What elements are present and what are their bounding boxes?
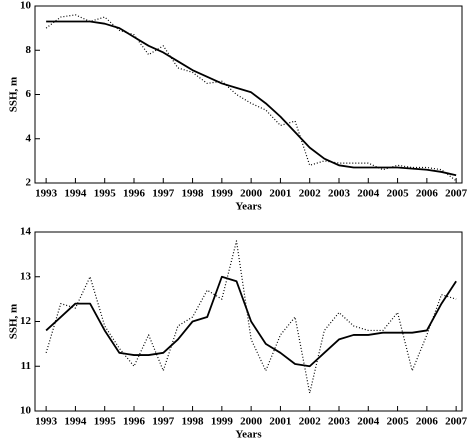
x-tick-label: 1993 [35, 416, 58, 428]
y-tick-label: 4 [26, 132, 32, 144]
x-tick-label: 1996 [123, 188, 146, 200]
x-tick-label: 1995 [94, 416, 117, 428]
x-tick-label: 1998 [182, 188, 205, 200]
series-line [45, 240, 457, 394]
plot-frame [34, 5, 463, 184]
y-axis-label: SSH, m [8, 304, 20, 339]
x-tick-label: 2005 [387, 188, 410, 200]
x-tick-label: 2002 [299, 416, 322, 428]
series-line [45, 14, 457, 182]
series-line [46, 20, 457, 177]
x-tick-label: 1995 [94, 188, 117, 200]
y-tick-label: 13 [20, 270, 32, 282]
x-tick-label: 2000 [240, 188, 263, 200]
x-tick-label: 2004 [357, 188, 380, 200]
y-tick-label: 14 [20, 226, 32, 238]
y-tick-label: 2 [26, 177, 32, 189]
x-tick-label: 1996 [123, 416, 146, 428]
x-axis-label: Years [235, 429, 262, 441]
x-tick-label: 1999 [211, 188, 234, 200]
y-tick-label: 10 [20, 405, 32, 417]
x-tick-label: 2003 [328, 188, 351, 200]
x-tick-label: 1997 [152, 188, 175, 200]
x-tick-label: 2003 [328, 416, 351, 428]
x-tick-label: 1998 [182, 416, 205, 428]
y-axis-label: SSH, m [8, 77, 20, 112]
y-tick-label: 10 [20, 0, 32, 12]
x-tick-label: 2007 [445, 188, 468, 200]
x-tick-label: 2001 [269, 188, 291, 200]
series-line [45, 275, 457, 368]
y-tick-label: 12 [20, 315, 32, 327]
x-tick-label: 1999 [211, 416, 234, 428]
x-tick-label: 1994 [64, 416, 87, 428]
y-tick-label: 11 [21, 360, 31, 372]
x-tick-label: 2005 [387, 416, 410, 428]
x-tick-label: 2002 [299, 188, 322, 200]
x-tick-label: 1993 [35, 188, 58, 200]
x-tick-label: 2006 [416, 188, 439, 200]
x-tick-label: 2001 [269, 416, 291, 428]
y-tick-label: 6 [26, 88, 32, 100]
x-tick-label: 1994 [64, 188, 87, 200]
x-tick-label: 1997 [152, 416, 175, 428]
x-tick-label: 2007 [445, 416, 468, 428]
x-tick-label: 2000 [240, 416, 263, 428]
y-tick-label: 8 [26, 44, 32, 56]
x-axis-label: Years [235, 201, 262, 213]
x-tick-label: 2004 [357, 416, 380, 428]
x-tick-label: 2006 [416, 416, 439, 428]
